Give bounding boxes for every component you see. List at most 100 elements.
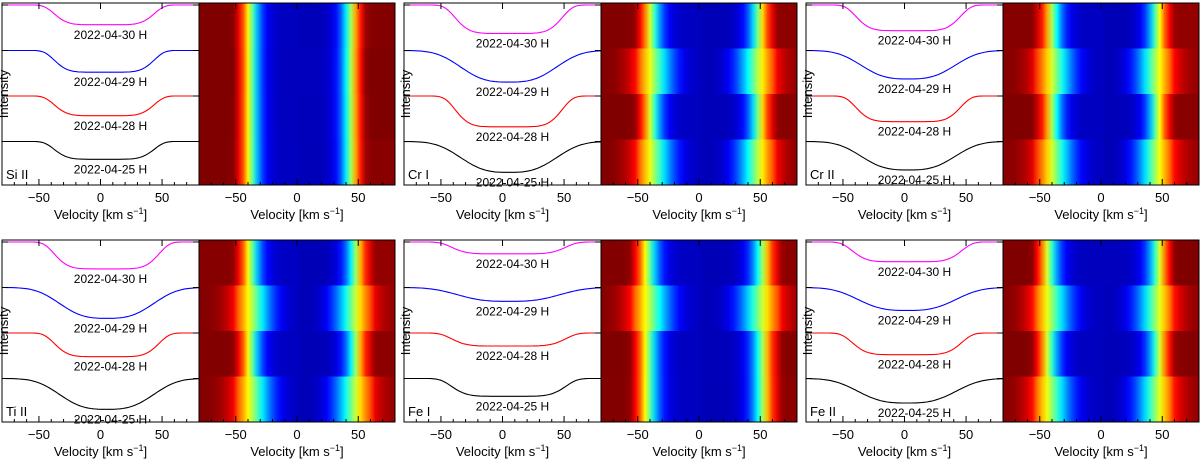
element-label: Fe I — [408, 404, 430, 419]
x-tick-label: 0 — [695, 190, 702, 205]
panel-fe-i: 2022-04-30 H 2022-04-29 H 2022-04-28 H 2022… — [398, 239, 798, 459]
epoch-label: 2022-04-30 H — [878, 34, 951, 48]
x-axis-title-text: Velocity [km s — [858, 207, 938, 222]
x-axis-title-text: Velocity [km s — [54, 207, 134, 222]
epoch-label: 2022-04-28 H — [878, 358, 951, 372]
x-tick-label: −50 — [28, 427, 50, 442]
x-axis-unit-exp: −1 — [133, 443, 143, 453]
spectrum-band — [199, 285, 395, 332]
spectrum-band — [1003, 3, 1199, 49]
x-tick-label: 0 — [695, 427, 702, 442]
x-tick-label: 50 — [753, 190, 767, 205]
x-tick-label: −50 — [832, 427, 854, 442]
x-axis-title-text: Velocity [km s — [250, 207, 330, 222]
spectrum-band — [1003, 285, 1199, 332]
spectrum-band — [601, 376, 797, 423]
spectrum-band — [199, 331, 395, 377]
x-tick-label: 50 — [557, 190, 571, 205]
epoch-label: 2022-04-28 H — [878, 125, 951, 139]
spectrum-band — [199, 3, 395, 49]
x-tick-label: 0 — [901, 190, 908, 205]
x-axis-unit-close: ] — [546, 444, 550, 459]
epoch-label: 2022-04-29 H — [878, 82, 951, 96]
y-axis-title: Intensity — [0, 306, 11, 355]
x-axis-title: Velocity [km s−1] — [652, 206, 745, 222]
x-axis-unit-exp: −1 — [937, 443, 947, 453]
spectrum-band — [1003, 94, 1199, 140]
epoch-label: 2022-04-25 H — [878, 173, 951, 187]
epoch-label: 2022-04-30 H — [74, 28, 147, 42]
y-axis-title: Intensity — [398, 69, 413, 118]
x-axis-unit-close: ] — [1144, 207, 1148, 222]
x-axis-unit-exp: −1 — [732, 206, 742, 216]
spectrum-band — [1003, 331, 1199, 377]
x-axis-unit-exp: −1 — [732, 443, 742, 453]
panel-si-ii: 2022-04-30 H 2022-04-29 H 2022-04-28 H 2022… — [0, 2, 396, 222]
epoch-label: 2022-04-25 H — [878, 406, 951, 420]
y-axis-title: Intensity — [800, 306, 815, 355]
profile-line — [404, 332, 601, 347]
profile-line — [404, 241, 601, 255]
x-axis-title: Velocity [km s−1] — [250, 443, 343, 459]
epoch-label: 2022-04-28 H — [74, 119, 147, 133]
profile-line — [2, 95, 199, 117]
x-tick-label: 50 — [155, 427, 169, 442]
x-axis-title: Velocity [km s−1] — [652, 443, 745, 459]
x-tick-label: 0 — [293, 190, 300, 205]
epoch-label: 2022-04-30 H — [476, 36, 549, 50]
x-tick-label: 0 — [901, 427, 908, 442]
x-axis-unit-exp: −1 — [535, 206, 545, 216]
x-axis-unit-exp: −1 — [1134, 443, 1144, 453]
epoch-label: 2022-04-30 H — [74, 272, 147, 286]
spectrum-band — [601, 48, 797, 95]
profile-line — [2, 140, 199, 160]
profile-line — [806, 287, 1004, 311]
x-axis-title-text: Velocity [km s — [858, 444, 938, 459]
x-tick-label: −50 — [430, 190, 452, 205]
x-tick-label: 50 — [557, 427, 571, 442]
profile-line — [805, 49, 1004, 80]
x-tick-label: −50 — [1029, 190, 1051, 205]
x-tick-label: 50 — [351, 190, 365, 205]
profile-line — [404, 287, 602, 302]
epoch-label: 2022-04-29 H — [74, 321, 147, 335]
x-axis-unit-exp: −1 — [330, 443, 340, 453]
spectrum-band — [601, 285, 797, 332]
profile-line — [2, 286, 200, 319]
spectrum-band — [1003, 139, 1199, 186]
x-axis-title: Velocity [km s−1] — [456, 443, 549, 459]
x-axis-title-text: Velocity [km s — [250, 444, 330, 459]
x-axis-title: Velocity [km s−1] — [1054, 443, 1147, 459]
x-axis-unit-close: ] — [742, 207, 746, 222]
epoch-label: 2022-04-29 H — [74, 75, 147, 89]
x-axis-unit-exp: −1 — [1134, 206, 1144, 216]
x-axis-unit-exp: −1 — [937, 206, 947, 216]
epoch-label: 2022-04-29 H — [878, 313, 951, 327]
x-axis-title-text: Velocity [km s — [54, 444, 134, 459]
epoch-label: 2022-04-30 H — [476, 257, 549, 271]
x-tick-label: −50 — [627, 427, 649, 442]
x-tick-label: 50 — [959, 427, 973, 442]
y-axis-title: Intensity — [398, 306, 413, 355]
spectrum-band — [199, 48, 395, 95]
x-tick-label: 50 — [155, 190, 169, 205]
x-axis-title: Velocity [km s−1] — [858, 443, 951, 459]
y-axis-title: Intensity — [0, 69, 11, 118]
epoch-label: 2022-04-29 H — [476, 304, 549, 318]
element-label: Cr I — [408, 167, 429, 182]
spectrum-band — [1003, 48, 1199, 95]
x-axis-unit-close: ] — [340, 444, 344, 459]
profile-line — [403, 49, 602, 83]
spectrum-band — [1003, 376, 1199, 423]
x-tick-label: −50 — [430, 427, 452, 442]
x-axis-unit-exp: −1 — [535, 443, 545, 453]
profile-line — [2, 49, 199, 73]
profile-line — [806, 95, 1003, 123]
x-tick-label: 50 — [1155, 427, 1169, 442]
x-axis-title-text: Velocity [km s — [1054, 444, 1134, 459]
profile-line — [806, 4, 1003, 32]
profile-line — [806, 241, 1003, 263]
profile-line — [403, 140, 602, 173]
spectrum-band — [199, 94, 395, 140]
